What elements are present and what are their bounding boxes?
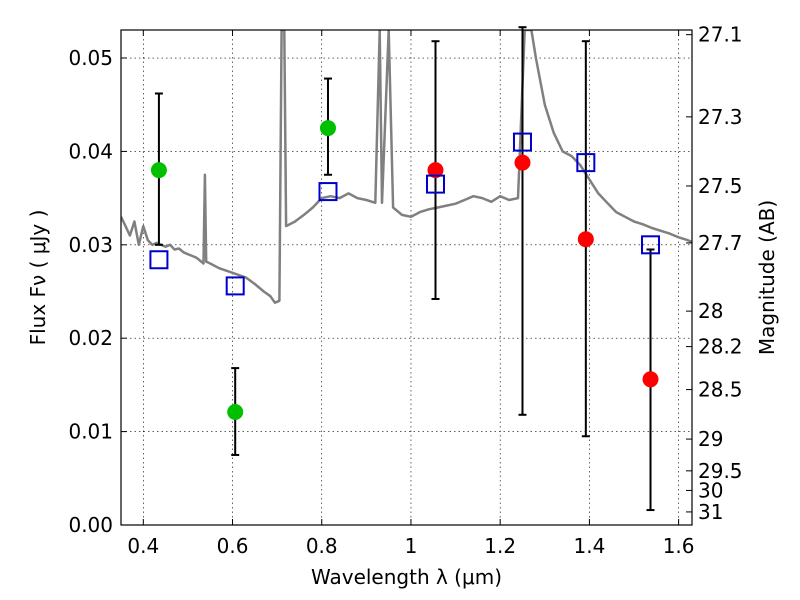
y2-tick-label: 27.5 — [698, 174, 743, 198]
y2-tick-label: 27.3 — [698, 105, 743, 129]
data-point — [319, 120, 336, 137]
y2-tick-label: 27.7 — [698, 231, 743, 255]
x-tick-label: 1.6 — [663, 534, 695, 558]
model-point — [512, 132, 532, 152]
spectrum-layer — [121, 30, 692, 304]
x-tick-label: 1 — [405, 534, 418, 558]
y2-tick-label: 28 — [698, 299, 723, 323]
model-point — [576, 153, 596, 173]
data-point — [642, 371, 659, 388]
y-tick-label: 0.00 — [68, 513, 113, 537]
model-point — [149, 250, 169, 270]
data-point — [514, 154, 531, 171]
y-tick-label: 0.02 — [68, 326, 113, 350]
y2-tick-label: 29.5 — [698, 459, 743, 483]
y2-tick-label: 29 — [698, 427, 723, 451]
y2-tick-label: 31 — [698, 500, 723, 524]
y2-tick-label: 27.1 — [698, 23, 743, 47]
model-point — [641, 235, 661, 255]
x-tick-label: 1.4 — [573, 534, 605, 558]
errorbar-layer — [154, 26, 655, 512]
x-tick-label: 0.8 — [306, 534, 338, 558]
y2-tick-label: 28.2 — [698, 335, 743, 359]
y-tick-label: 0.01 — [68, 420, 113, 444]
y-axis-label: Flux Fν ( μJy ) — [26, 210, 50, 346]
data-point — [577, 231, 594, 248]
model-point — [425, 174, 445, 194]
y-tick-label: 0.05 — [68, 46, 113, 70]
y-tick-label: 0.03 — [68, 233, 113, 257]
spectrum-line — [121, 30, 692, 304]
plot-frame — [120, 29, 693, 526]
y2-tick-label: 28.5 — [698, 378, 743, 402]
x-axis-label: Wavelength λ (μm) — [311, 565, 502, 589]
data-point — [150, 162, 167, 179]
y-tick-label: 0.04 — [68, 139, 113, 163]
x-tick-label: 1.2 — [484, 534, 516, 558]
x-tick-label: 0.6 — [217, 534, 249, 558]
data-point — [227, 403, 244, 420]
x-tick-label: 0.4 — [127, 534, 159, 558]
points-layer — [149, 120, 661, 420]
data-point — [427, 162, 444, 179]
grid-lines — [121, 30, 692, 526]
y2-tick-label: 30 — [698, 478, 723, 502]
model-point — [318, 182, 338, 202]
y2-axis-label: Magnitude (AB) — [755, 200, 779, 355]
axes-layer: 0.4 0.6 0.8 1 1.2 1.4 1.6 0.00 0.01 0.02 0.03 0.04 0… — [68, 23, 742, 558]
model-point — [225, 276, 245, 296]
